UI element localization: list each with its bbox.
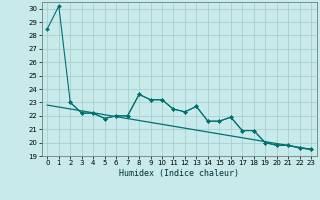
X-axis label: Humidex (Indice chaleur): Humidex (Indice chaleur) <box>119 169 239 178</box>
